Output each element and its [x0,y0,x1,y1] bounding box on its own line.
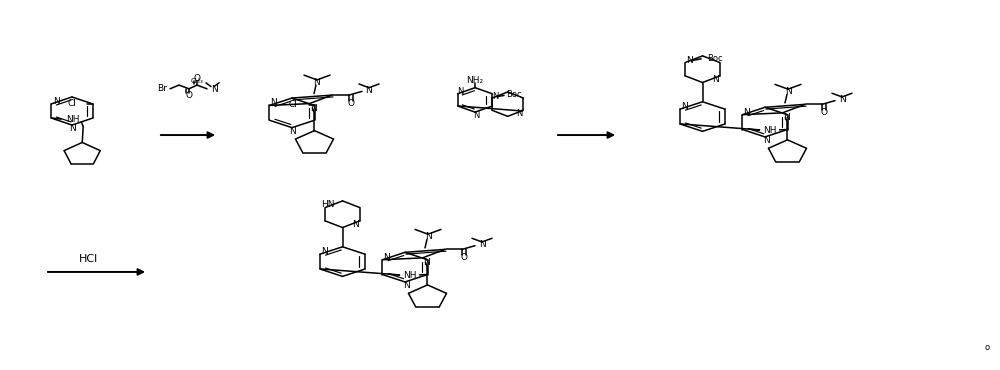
Text: N: N [686,56,693,65]
Text: N: N [310,104,317,112]
Text: N: N [492,92,498,101]
Text: NH: NH [66,115,80,124]
Text: N: N [366,86,372,95]
Text: N: N [839,95,845,104]
Text: O: O [194,74,200,83]
Text: N: N [783,113,790,122]
Text: N: N [383,253,390,262]
Text: N: N [785,87,791,96]
Text: Boc: Boc [506,90,522,99]
Text: N: N [479,240,485,249]
Text: N: N [681,102,687,111]
Text: N: N [211,85,218,94]
Text: Boc: Boc [707,54,723,63]
Text: N: N [457,87,464,97]
Text: N: N [290,127,296,136]
Text: HCl: HCl [78,254,98,264]
Text: N: N [743,108,750,117]
Text: N: N [314,78,320,87]
Text: N: N [53,97,60,106]
Text: CH₃: CH₃ [190,78,203,84]
Text: N: N [70,124,76,133]
Text: Cl: Cl [67,99,76,108]
Text: N: N [321,247,327,256]
Text: N: N [423,258,430,267]
Text: N: N [763,136,769,145]
Text: N: N [425,232,431,241]
Text: HN: HN [321,201,335,209]
Text: NH: NH [763,126,776,135]
Text: NH₂: NH₂ [466,76,484,85]
Text: O: O [348,99,354,108]
Text: N: N [712,75,719,84]
Text: Cl: Cl [288,100,297,109]
Text: O: O [460,253,468,262]
Text: N: N [403,281,409,290]
Text: N: N [270,98,277,107]
Text: N: N [473,111,479,120]
Text: N: N [516,109,522,118]
Text: NH: NH [403,271,416,280]
Text: O: O [821,108,828,117]
Text: Br: Br [157,84,167,93]
Text: o: o [984,343,990,352]
Text: N: N [352,220,359,229]
Text: O: O [186,91,192,100]
